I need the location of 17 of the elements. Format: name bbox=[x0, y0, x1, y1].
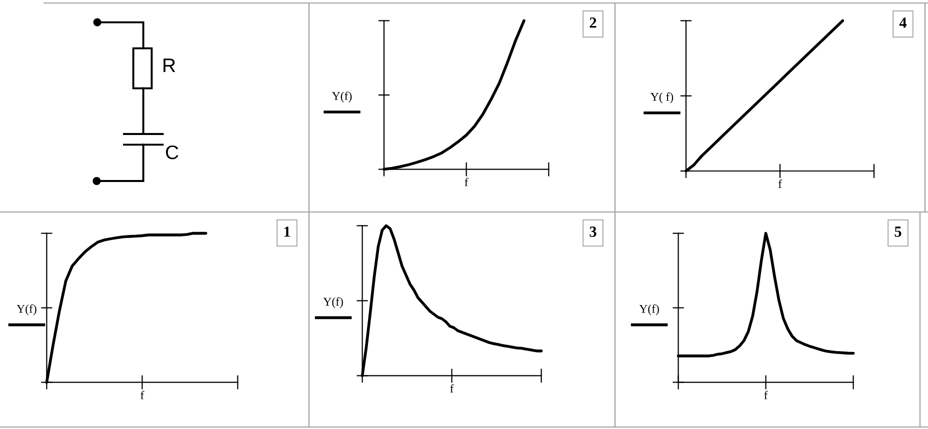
y-axis-title: Y(f) bbox=[323, 297, 343, 308]
y-axis-title: Y(f) bbox=[332, 92, 352, 102]
text: 4 bbox=[899, 18, 907, 28]
text: 1 bbox=[284, 226, 290, 237]
y-axis-title: Y(f) bbox=[639, 304, 659, 316]
text: R bbox=[164, 58, 176, 72]
y-axis-title: Y(f) bbox=[16, 304, 36, 316]
x-axis-title: f bbox=[778, 180, 782, 188]
text: 3 bbox=[590, 226, 596, 237]
text: 2 bbox=[590, 18, 596, 28]
y-axis-title: Y( f) bbox=[650, 92, 674, 104]
text: 5 bbox=[894, 226, 902, 237]
x-axis-title: f bbox=[464, 178, 468, 186]
x-axis-title: f bbox=[764, 390, 768, 400]
x-axis-title: f bbox=[140, 390, 144, 400]
x-axis-title: f bbox=[450, 384, 454, 393]
text: C bbox=[166, 145, 178, 160]
